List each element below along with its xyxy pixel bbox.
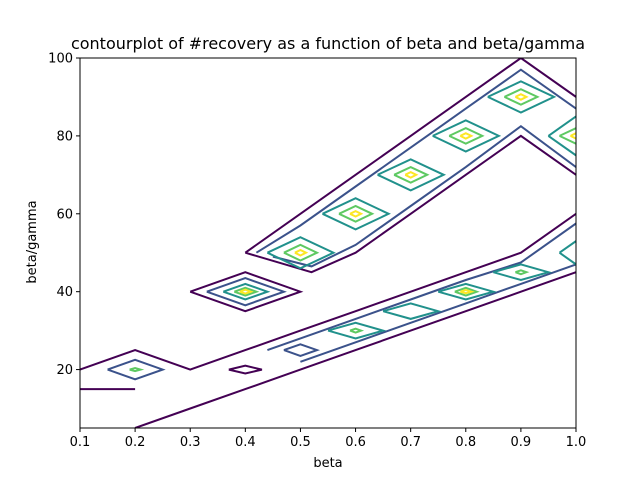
chart-title: contourplot of #recovery as a function o… xyxy=(71,34,585,53)
contour-line-level-2-11 xyxy=(493,263,553,282)
contour-line-level-4-2 xyxy=(404,170,419,179)
contour-line-level-3-2 xyxy=(338,204,375,223)
contour-lines xyxy=(80,58,576,428)
contour-line-level-4-6 xyxy=(570,135,576,140)
contour-line-level-2-9 xyxy=(382,302,442,320)
x-tick-label: 0.8 xyxy=(455,435,476,450)
contour-line-level-0-3 xyxy=(244,58,576,254)
contour-line-level-4-0 xyxy=(294,248,309,257)
y-tick-label: 100 xyxy=(48,52,73,67)
contour-line-level-3-0 xyxy=(233,286,260,297)
x-tick-label: 1.0 xyxy=(566,435,587,450)
y-tick-label: 40 xyxy=(56,285,73,300)
y-tick-label: 20 xyxy=(56,363,73,378)
contour-line-level-1-6 xyxy=(283,343,321,357)
x-tick-label: 0.5 xyxy=(290,435,311,450)
x-axis-label: beta xyxy=(313,456,342,471)
contour-line-level-0-5 xyxy=(189,271,304,313)
x-tick-label: 0.4 xyxy=(235,435,256,450)
contour-line-level-3-11 xyxy=(129,366,145,373)
x-tick-label: 0.9 xyxy=(511,435,532,450)
contour-line-level-1-4 xyxy=(255,68,576,254)
contour-line-level-0-4 xyxy=(245,134,576,274)
y-tick-label: 80 xyxy=(56,129,73,144)
x-tick-label: 0.7 xyxy=(400,435,421,450)
contour-line-level-3-4 xyxy=(448,126,485,145)
contour-line-level-2-10 xyxy=(437,282,497,301)
contour-line-level-4-4 xyxy=(514,93,529,101)
contour-line-level-2-4 xyxy=(432,119,502,153)
contour-line-level-3-6 xyxy=(559,127,576,137)
contour-line-level-3-8 xyxy=(454,286,480,297)
contour-line-level-2-13 xyxy=(558,251,576,266)
contour-line-level-2-3 xyxy=(377,158,447,192)
contour-line-level-1-5 xyxy=(272,124,576,268)
contour-line-level-4-1 xyxy=(349,209,364,218)
contour-line-level-4-7 xyxy=(239,288,254,295)
x-tick-label: 0.2 xyxy=(125,435,146,450)
contour-line-level-2-0 xyxy=(222,282,271,301)
contour-line-level-3-9 xyxy=(515,269,530,276)
contour-line-level-1-3 xyxy=(300,263,576,363)
contour-line-level-3-10 xyxy=(349,327,365,334)
contour-line-level-3-5 xyxy=(503,88,540,106)
plot-frame xyxy=(79,57,577,429)
contour-line-level-1-1 xyxy=(206,277,287,307)
contour-line-level-2-6 xyxy=(547,115,576,137)
contour-line-level-2-5 xyxy=(487,80,557,114)
y-axis-label: beta/gamma xyxy=(25,200,40,283)
contour-line-level-0-0 xyxy=(80,212,576,371)
axis-ticks: 0.1 0.2 0.3 0.4 0.5 0.6 0.7 0.8 0.9 1.0 20 40 60 80 10… xyxy=(48,52,586,451)
contour-line-level-2-2 xyxy=(322,197,391,231)
x-tick-label: 0.6 xyxy=(345,435,366,450)
contour-line-level-0-1 xyxy=(134,271,576,428)
contour-line-level-3-7 xyxy=(559,134,576,145)
contour-line-level-1-0 xyxy=(107,358,166,381)
contour-line-level-1-2 xyxy=(267,222,576,352)
contour-line-level-0-6 xyxy=(228,364,263,375)
contour-line-level-3-1 xyxy=(283,243,320,262)
contour-line-level-2-8 xyxy=(327,321,387,340)
contour-line-level-4-8 xyxy=(460,289,475,295)
x-tick-label: 0.1 xyxy=(70,435,91,450)
contour-line-level-3-3 xyxy=(393,165,430,184)
contour-line-level-2-7 xyxy=(547,135,576,157)
y-tick-label: 60 xyxy=(56,207,73,222)
x-tick-label: 0.3 xyxy=(180,435,201,450)
contour-line-level-4-3 xyxy=(459,132,474,140)
contour-line-level-2-1 xyxy=(266,236,336,270)
contour-line-level-2-12 xyxy=(558,240,576,254)
